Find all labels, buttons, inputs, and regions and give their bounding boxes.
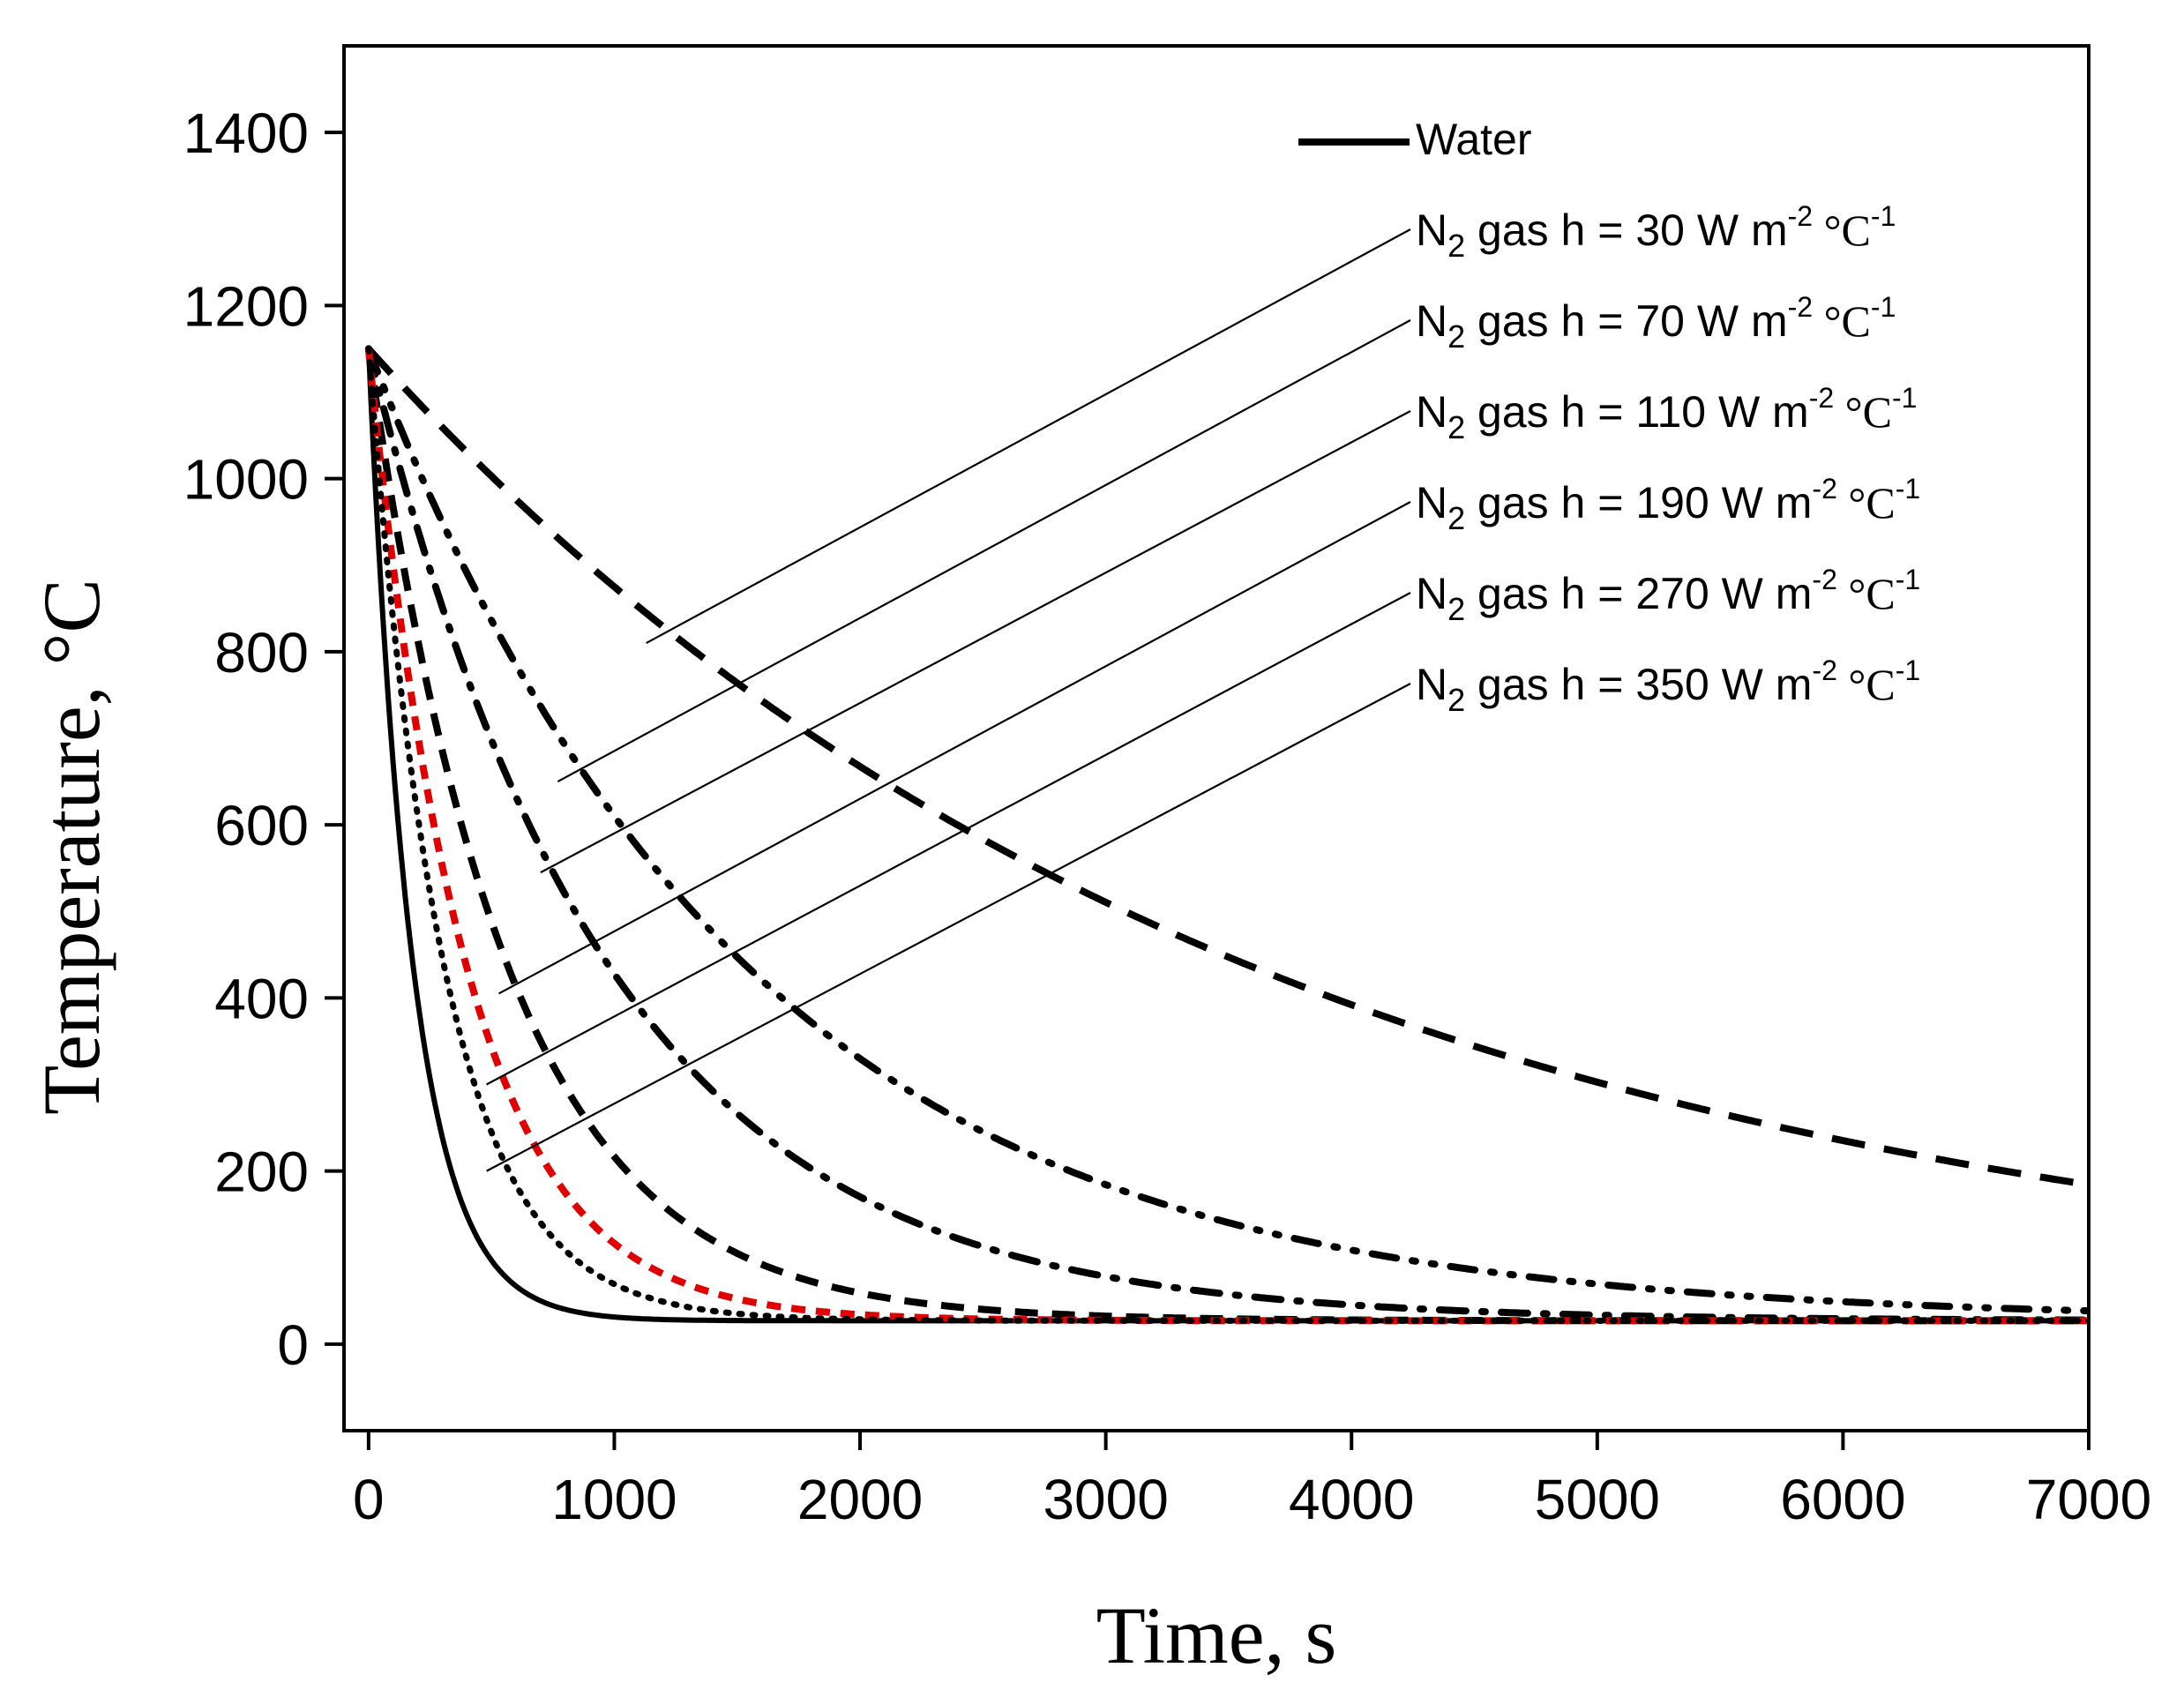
- legend-unit-c: °C: [1834, 387, 1892, 437]
- legend-prefix: N: [1416, 660, 1447, 709]
- legend-exp2: -1: [1896, 564, 1920, 595]
- legend-unit-w: W m: [1706, 387, 1809, 437]
- legend-unit-c: °C: [1837, 478, 1896, 527]
- legend-name: Water: [1416, 115, 1532, 164]
- legend-pointer-h270: [486, 592, 1411, 1086]
- legend-prefix: N: [1416, 206, 1447, 255]
- legend-unit-c: °C: [1813, 296, 1871, 346]
- legend-h-value: 270: [1635, 569, 1709, 618]
- legend-unit-w: W m: [1709, 478, 1813, 527]
- legend-exp2: -1: [1892, 382, 1917, 414]
- legend-label-h30: N2 gas h = 30 W m-2 °C-1: [1416, 200, 1896, 264]
- legend-unit-w: W m: [1685, 206, 1788, 255]
- series-layer: [364, 345, 2089, 1325]
- series-line-h270: [364, 348, 2089, 1325]
- legend-h-value: 110: [1635, 387, 1706, 437]
- y-tick-label: 1200: [183, 274, 309, 338]
- legend-pointer-h30: [646, 228, 1411, 645]
- legend-subscript: 2: [1447, 591, 1465, 627]
- legend-exp1: -2: [1812, 654, 1836, 686]
- legend-prefix: N: [1416, 296, 1447, 346]
- legend-unit-c: °C: [1813, 206, 1871, 255]
- legend-pointer-layer: [486, 228, 1411, 1172]
- legend-unit-c: °C: [1837, 660, 1896, 709]
- y-axis-title: Temperature, °C: [26, 579, 116, 1115]
- legend-exp1: -2: [1788, 200, 1813, 232]
- y-tick-label: 200: [214, 1140, 309, 1204]
- y-tick-label: 0: [277, 1313, 309, 1377]
- plot-frame: [342, 44, 2091, 1432]
- legend-unit-w: W m: [1709, 660, 1813, 709]
- legend-exp1: -2: [1788, 291, 1813, 323]
- legend-middle: gas h =: [1465, 478, 1635, 527]
- y-tick-label: 600: [214, 794, 309, 857]
- legend-middle: gas h =: [1465, 206, 1635, 255]
- legend-label-h190: N2 gas h = 190 W m-2 °C-1: [1416, 473, 1920, 536]
- legend-middle: gas h =: [1465, 296, 1635, 346]
- legend-label-h110: N2 gas h = 110 W m-2 °C-1: [1416, 382, 1917, 445]
- legend-exp1: -2: [1809, 382, 1834, 414]
- legend-exp2: -1: [1896, 654, 1920, 686]
- legend-unit-c: °C: [1837, 569, 1896, 618]
- legend-label-h70: N2 gas h = 70 W m-2 °C-1: [1416, 291, 1896, 355]
- series-line-h70: [364, 345, 2089, 1315]
- legend-subscript: 2: [1447, 409, 1465, 445]
- legend-pointer-h70: [557, 319, 1411, 783]
- legend-pointer-h110: [540, 410, 1411, 874]
- legend-exp1: -2: [1812, 473, 1836, 505]
- y-tick-label: 400: [214, 967, 309, 1030]
- legend-label-h270: N2 gas h = 270 W m-2 °C-1: [1416, 564, 1920, 627]
- legend-pointer-h190: [497, 501, 1411, 995]
- axis-layer: 0 1000 2000 3000 4000 5000 6000 7000 0 200 400 600 8…: [183, 101, 2152, 1531]
- x-tick-label: 4000: [1289, 1468, 1414, 1531]
- legend-exp2: -1: [1871, 291, 1896, 323]
- legend-exp1: -2: [1812, 564, 1836, 595]
- y-tick-label: 1000: [183, 448, 309, 512]
- series-line-h350: [365, 345, 2089, 1324]
- x-tick-label: 6000: [1780, 1468, 1905, 1531]
- legend-prefix: N: [1416, 478, 1447, 527]
- x-tick-label: 1000: [551, 1468, 677, 1531]
- legend-subscript: 2: [1447, 500, 1465, 536]
- series-line-h30: [365, 346, 2089, 1189]
- x-tick-label: 0: [353, 1468, 385, 1531]
- legend-h-value: 70: [1635, 296, 1685, 346]
- legend-subscript: 2: [1447, 228, 1465, 264]
- x-tick-label: 5000: [1535, 1468, 1660, 1531]
- legend-exp2: -1: [1871, 200, 1896, 232]
- legend-h-value: 350: [1635, 660, 1709, 709]
- legend-h-value: 30: [1635, 206, 1685, 255]
- legend-subscript: 2: [1447, 682, 1465, 718]
- legend-unit-w: W m: [1709, 569, 1813, 618]
- legend-exp2: -1: [1896, 473, 1920, 505]
- x-axis-title: Time, s: [1096, 1590, 1337, 1680]
- series-line-h110: [364, 345, 2089, 1324]
- legend-prefix: N: [1416, 387, 1447, 437]
- legend-h-value: 190: [1635, 478, 1709, 527]
- y-tick-label: 800: [214, 621, 309, 684]
- legend-subscript: 2: [1447, 318, 1465, 355]
- legend-pointer-h350: [486, 683, 1411, 1172]
- legend-middle: gas h =: [1465, 569, 1635, 618]
- x-tick-label: 3000: [1043, 1468, 1168, 1531]
- legend-unit-w: W m: [1685, 296, 1788, 346]
- x-tick-label: 7000: [2026, 1468, 2151, 1531]
- legend-label-h350: N2 gas h = 350 W m-2 °C-1: [1416, 654, 1920, 718]
- legend-label-water: Water: [1416, 115, 1532, 164]
- legend-middle: gas h =: [1465, 387, 1635, 437]
- legend-prefix: N: [1416, 569, 1447, 618]
- y-tick-label: 1400: [183, 101, 309, 165]
- x-tick-label: 2000: [797, 1468, 923, 1531]
- legend-middle: gas h =: [1465, 660, 1635, 709]
